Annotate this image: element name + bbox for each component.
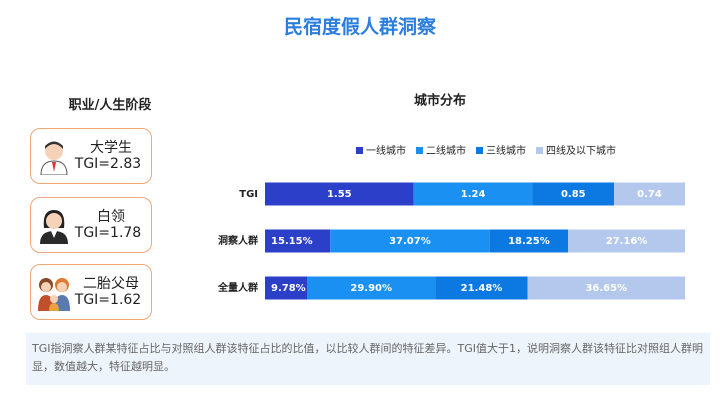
page-title: 民宿度假人群洞察: [283, 16, 436, 38]
icon: [38, 278, 70, 311]
bar-segment: [330, 229, 490, 253]
legend-label: 四线及以下城市: [546, 144, 616, 157]
y-tick-label: 洞察人群: [218, 234, 258, 247]
data-label: 18.25%: [508, 236, 550, 247]
card: 二胎父母 TGI=1.62: [30, 264, 152, 320]
data-label: 21.48%: [461, 283, 503, 294]
card-label: 二胎父母: [83, 276, 139, 292]
card-label: 大学生: [90, 140, 132, 156]
bar-segment: [568, 229, 685, 253]
chart: 城市分布 一线城市 二线城市 三线城市 四线及以下城市 TGI 1.55 1.24 0.85 0…: [217, 93, 685, 300]
bar-segment: [265, 276, 307, 300]
legend-label: 一线城市: [366, 144, 406, 157]
bar-segment: [265, 229, 331, 253]
bar-segment: [265, 182, 414, 206]
data-label: 36.65%: [585, 283, 627, 294]
card-tgi: TGI=2.83: [74, 156, 142, 172]
card: 大学生 TGI=2.83: [30, 128, 152, 184]
data-label: 0.85: [561, 189, 586, 200]
data-label: 1.55: [327, 189, 352, 200]
card-tgi: TGI=1.78: [74, 225, 142, 241]
bar-segment: [306, 276, 436, 300]
data-label: 27.16%: [606, 236, 648, 247]
icon: [40, 210, 68, 244]
footnote: TGI指洞察人群某特征占比与对照组人群该特征占比的比值，以比较人群间的特征差异。…: [26, 333, 710, 385]
y-tick-label: TGI: [239, 189, 258, 200]
chart-title: 城市分布: [414, 93, 466, 109]
legend-swatch: [416, 147, 423, 154]
bar-segment: [532, 182, 615, 206]
legend-swatch: [536, 147, 543, 154]
y-tick-label: 全量人群: [217, 281, 258, 294]
bar-segment: [435, 276, 528, 300]
legend-swatch: [356, 147, 363, 154]
section-title: 职业/人生阶段: [68, 98, 152, 113]
data-label: 15.15%: [271, 236, 313, 247]
card: 白领 TGI=1.78: [30, 197, 152, 253]
legend-label: 二线城市: [426, 144, 466, 157]
bar-segment: [489, 229, 569, 253]
data-label: 1.24: [461, 189, 486, 200]
data-label: 37.07%: [389, 236, 431, 247]
card-tgi: TGI=1.62: [74, 292, 142, 308]
card-label: 白领: [97, 209, 125, 225]
data-label: 9.78%: [271, 283, 306, 294]
data-label: 29.90%: [350, 283, 392, 294]
bar-segment: [614, 182, 685, 206]
icon: [40, 141, 68, 175]
data-label: 0.74: [637, 189, 662, 200]
legend-swatch: [476, 147, 483, 154]
bar-segment: [413, 182, 533, 206]
legend-label: 三线城市: [486, 144, 526, 157]
bar-segment: [527, 276, 685, 300]
